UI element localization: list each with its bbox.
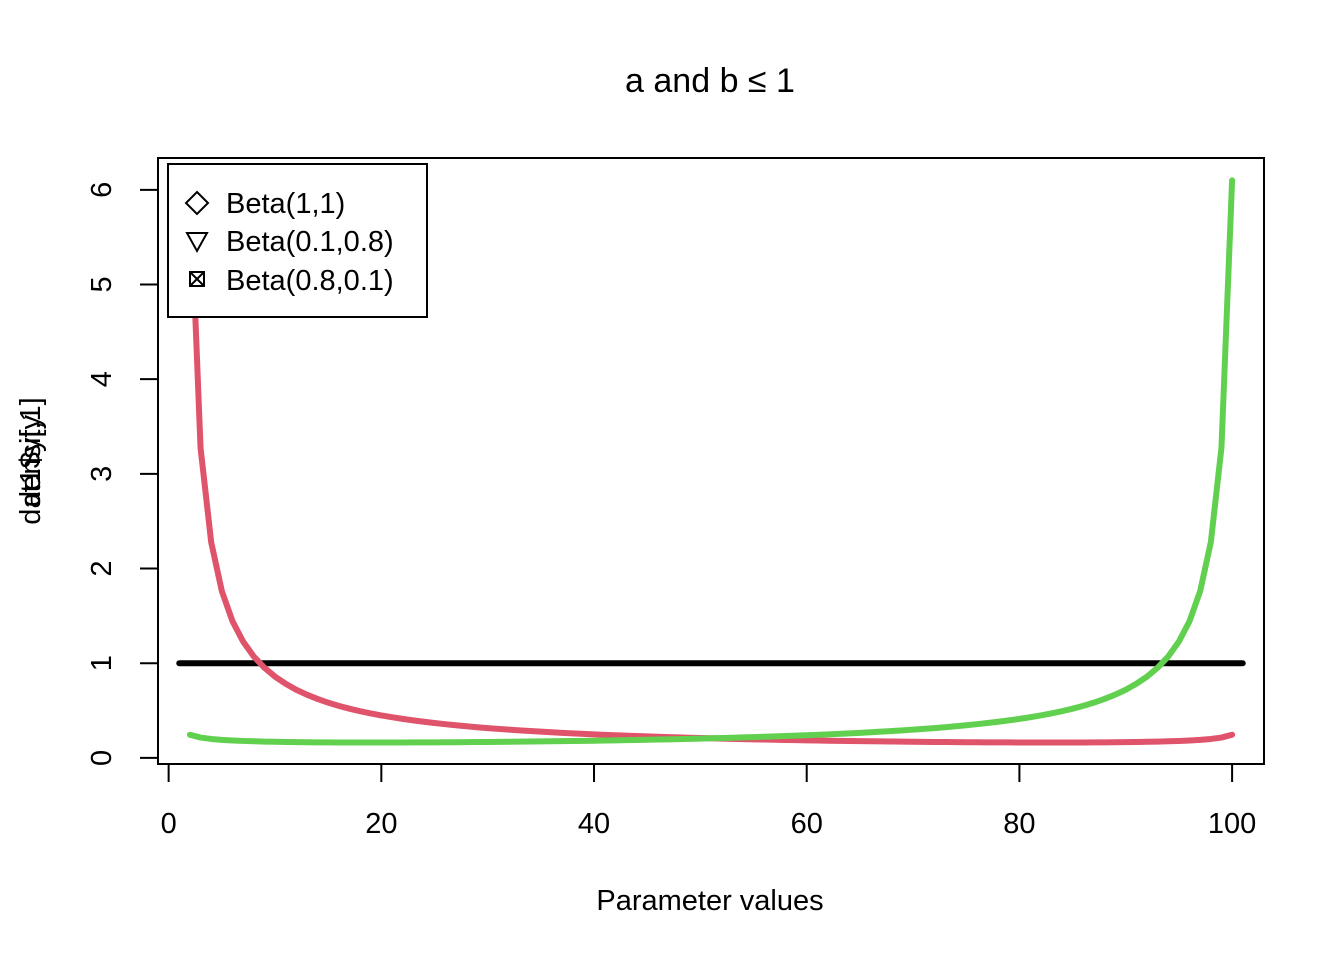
- y-axis-label-secondary: dat1$y[,1]: [15, 397, 47, 524]
- y-axis-label: density dat1$y[,1]: [15, 397, 47, 524]
- x-tick-label: 60: [791, 808, 823, 840]
- series-line-2: [186, 177, 1236, 746]
- diamond-icon: [184, 190, 210, 216]
- legend-label: Beta(1,1): [226, 188, 345, 220]
- y-tick-label: 2: [86, 560, 118, 576]
- x-tick-label: 0: [161, 808, 177, 840]
- legend-entry-beta-0.1-0.8: Beta(0.1,0.8): [185, 226, 394, 258]
- legend-label: Beta(0.8,0.1): [226, 265, 394, 297]
- chart-title: a and b ≤ 1: [625, 62, 795, 100]
- y-tick-label: 4: [86, 371, 118, 387]
- y-axis: 0 1 2 3 4 5 6: [86, 182, 159, 766]
- legend: Beta(1,1) Beta(0.1,0.8) Beta(0.8,0.1): [167, 163, 428, 318]
- legend-box: [167, 163, 428, 318]
- y-axis-label-primary: density: [15, 415, 47, 507]
- x-tick-label: 100: [1208, 808, 1256, 840]
- triangle-down-icon: [185, 232, 209, 254]
- y-tick-label: 5: [86, 276, 118, 292]
- y-tick-label: 1: [86, 655, 118, 671]
- y-tick-label: 3: [86, 466, 118, 482]
- boxed-x-icon: [189, 271, 205, 287]
- legend-label: Beta(0.1,0.8): [226, 226, 394, 258]
- legend-entry-beta-0.8-0.1: Beta(0.8,0.1): [189, 265, 394, 297]
- y-tick-label: 0: [86, 750, 118, 766]
- series-group: [176, 177, 1246, 746]
- x-tick-label: 20: [365, 808, 397, 840]
- x-tick-label: 80: [1003, 808, 1035, 840]
- y-tick-label: 6: [86, 182, 118, 198]
- legend-entry-beta-1-1: Beta(1,1): [184, 188, 345, 220]
- x-tick-label: 40: [578, 808, 610, 840]
- x-axis: 0 20 40 60 80 100: [161, 763, 1256, 840]
- x-axis-label: Parameter values: [596, 885, 823, 917]
